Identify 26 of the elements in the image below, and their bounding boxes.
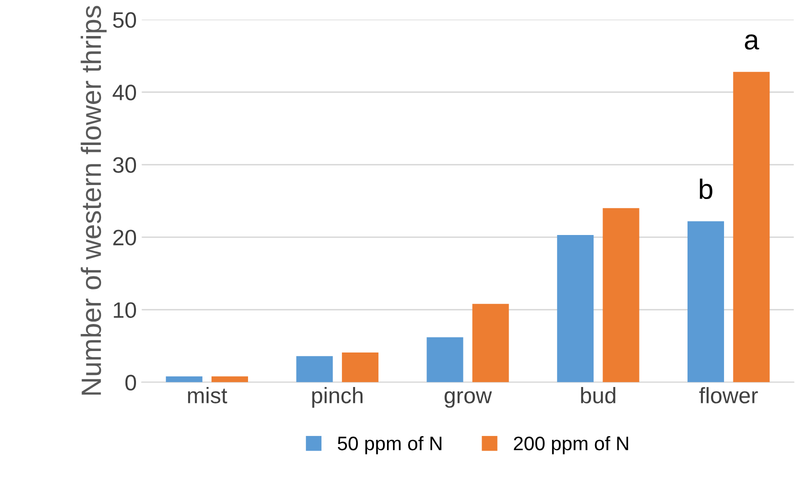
x-tick-label: pinch bbox=[312, 387, 362, 408]
y-tick-label: 30 bbox=[113, 157, 136, 173]
x-tick-label: bud bbox=[581, 387, 616, 404]
x-tick-label: flower bbox=[699, 387, 758, 404]
bar bbox=[296, 356, 333, 382]
legend-label: 200 ppm of N bbox=[514, 436, 628, 454]
legend-label: 50 ppm of N bbox=[338, 436, 442, 454]
y-tick-label: 0 bbox=[125, 374, 136, 390]
bar bbox=[212, 376, 248, 382]
y-tick-label: 40 bbox=[112, 84, 136, 100]
bar bbox=[602, 208, 640, 382]
y-axis-title: Number of western flower thrips bbox=[80, 6, 107, 395]
bar bbox=[472, 304, 509, 382]
annotation: b bbox=[700, 178, 712, 200]
x-tick-label: grow bbox=[444, 391, 492, 408]
x-tick-label: mist bbox=[188, 387, 228, 404]
bar bbox=[426, 337, 464, 382]
y-tick-label: 50 bbox=[113, 12, 136, 28]
bar bbox=[688, 221, 724, 382]
annotation: a bbox=[744, 34, 760, 50]
y-tick-label: 20 bbox=[113, 230, 136, 246]
bar bbox=[733, 72, 770, 382]
bar bbox=[557, 234, 594, 382]
bar bbox=[342, 352, 378, 382]
y-tick-label: 10 bbox=[114, 302, 136, 318]
bar bbox=[166, 376, 202, 382]
